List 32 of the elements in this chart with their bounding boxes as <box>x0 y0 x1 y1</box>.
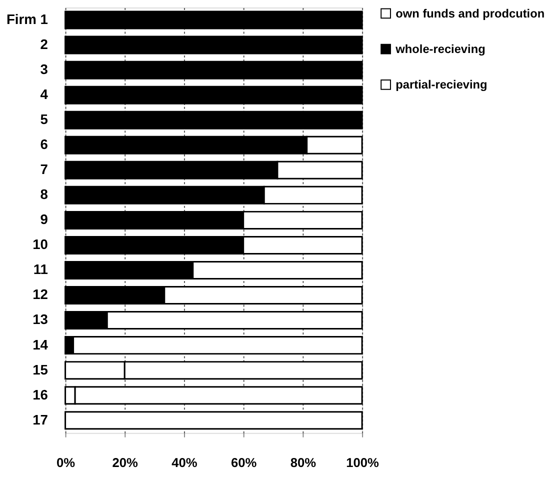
bar <box>64 110 363 130</box>
y-tick-label: 9 <box>40 211 48 228</box>
y-tick-label: 16 <box>32 386 48 402</box>
x-tick-label: 80% <box>290 455 317 470</box>
legend-label: partial-recieving <box>396 78 488 92</box>
y-tick-label: 10 <box>32 236 48 252</box>
y-tick-label: 14 <box>32 336 48 352</box>
y-tick-label: 3 <box>40 61 48 78</box>
y-tick-label: 6 <box>40 136 48 152</box>
y-tick-label: 7 <box>40 161 48 178</box>
y-tick-label: 17 <box>32 411 48 428</box>
x-tick-label: 20% <box>112 455 139 470</box>
x-tick-label: 60% <box>230 455 258 470</box>
y-tick-label: 15 <box>32 361 48 378</box>
bar <box>64 86 363 104</box>
bar <box>64 411 363 430</box>
legend-label: own funds and prodcution <box>396 6 545 20</box>
x-tick-label: 0% <box>56 455 76 470</box>
bar <box>64 36 363 54</box>
y-tick-label: 13 <box>32 311 48 328</box>
y-tick-label: 4 <box>40 86 48 102</box>
y-tick-label: 8 <box>40 186 48 202</box>
y-tick-label: 2 <box>40 36 48 52</box>
bar <box>64 60 363 80</box>
legend-label: whole-recieving <box>394 42 486 56</box>
bar <box>64 10 363 30</box>
y-tick-label: Firm 1 <box>6 10 48 27</box>
y-tick-label: 5 <box>40 111 48 128</box>
x-tick-label: 40% <box>172 455 198 470</box>
x-tick-label: 100% <box>346 455 380 470</box>
y-tick-label: 11 <box>33 261 48 278</box>
y-tick-label: 12 <box>32 286 48 302</box>
